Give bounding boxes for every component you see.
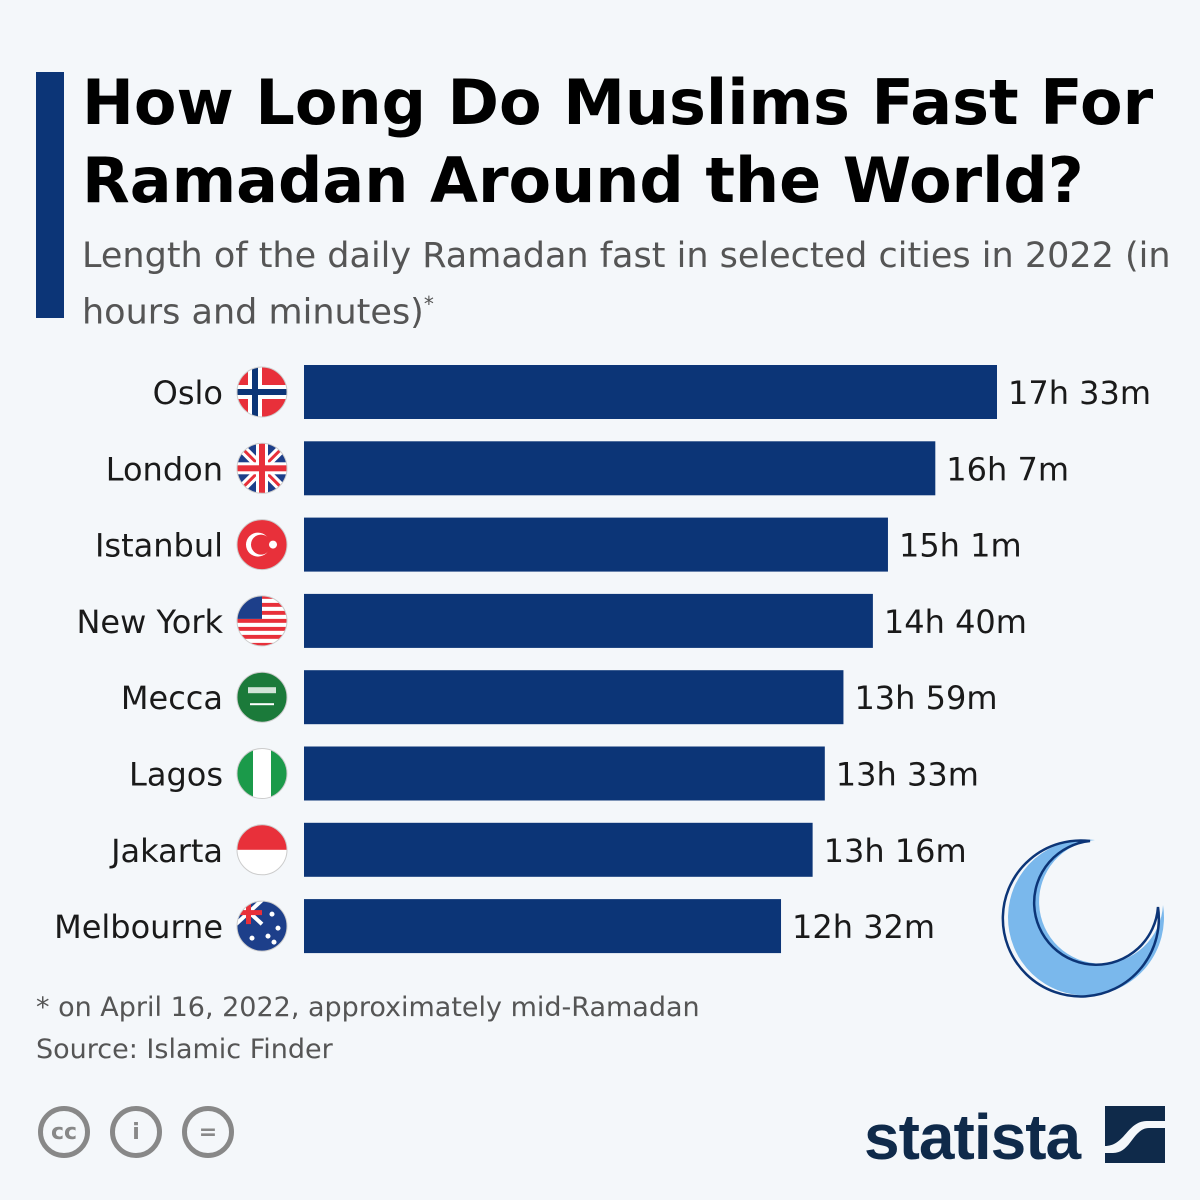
bar-melbourne <box>304 899 782 954</box>
uk-flag-icon <box>237 443 287 494</box>
bar-lagos <box>304 746 825 801</box>
value-label: 12h 32m <box>792 908 935 946</box>
statista-logo-icon <box>1105 1106 1165 1163</box>
crescent-moon-icon <box>1001 839 1165 998</box>
norway-flag-icon <box>237 367 287 417</box>
footnote-mark: * <box>423 292 434 316</box>
value-label: 16h 7m <box>946 450 1069 488</box>
category-label: Lagos <box>129 756 223 794</box>
value-label: 14h 40m <box>884 603 1027 641</box>
subtitle-text: Length of the daily Ramadan fast in sele… <box>82 236 1171 333</box>
bar-jakarta <box>304 822 813 877</box>
saudi-arabia-flag-icon <box>237 672 287 723</box>
value-label: 17h 33m <box>1008 374 1151 412</box>
australia-flag-icon <box>237 901 287 952</box>
usa-flag-icon <box>237 595 287 646</box>
value-label: 13h 33m <box>836 756 979 794</box>
category-label: New York <box>76 603 223 641</box>
bar-new-york <box>304 593 873 648</box>
turkey-flag-icon <box>237 519 287 570</box>
no-derivatives-icon: = <box>182 1106 234 1158</box>
source: Source: Islamic Finder <box>36 1034 333 1065</box>
category-label: Melbourne <box>54 908 223 946</box>
title-accent-bar <box>36 72 64 318</box>
chart-subtitle: Length of the daily Ramadan fast in sele… <box>82 232 1182 337</box>
value-label: 13h 59m <box>854 679 997 717</box>
statista-logo: statista <box>864 1101 1081 1173</box>
category-label: Jakarta <box>109 832 223 870</box>
attribution-icon: i <box>110 1106 162 1158</box>
value-label: 13h 16m <box>824 832 967 870</box>
category-label: Istanbul <box>95 527 223 565</box>
category-label: Oslo <box>153 374 223 412</box>
footnote: * on April 16, 2022, approximately mid-R… <box>36 992 700 1023</box>
value-label: 15h 1m <box>899 527 1022 565</box>
indonesia-flag-icon <box>237 824 287 875</box>
category-label: London <box>106 450 223 488</box>
bar-chart: Oslo 17h 33m London 16h 7m Istanbul 15h 1m New… <box>54 365 1151 954</box>
category-label: Mecca <box>121 679 223 717</box>
bar-oslo <box>304 365 997 419</box>
bar-mecca <box>304 670 844 725</box>
cc-icon: cc <box>38 1106 90 1158</box>
chart-title: How Long Do Muslims Fast For Ramadan Aro… <box>82 66 1154 217</box>
bar-london <box>304 441 936 496</box>
bar-istanbul <box>304 517 888 572</box>
nigeria-flag-icon <box>237 748 287 799</box>
